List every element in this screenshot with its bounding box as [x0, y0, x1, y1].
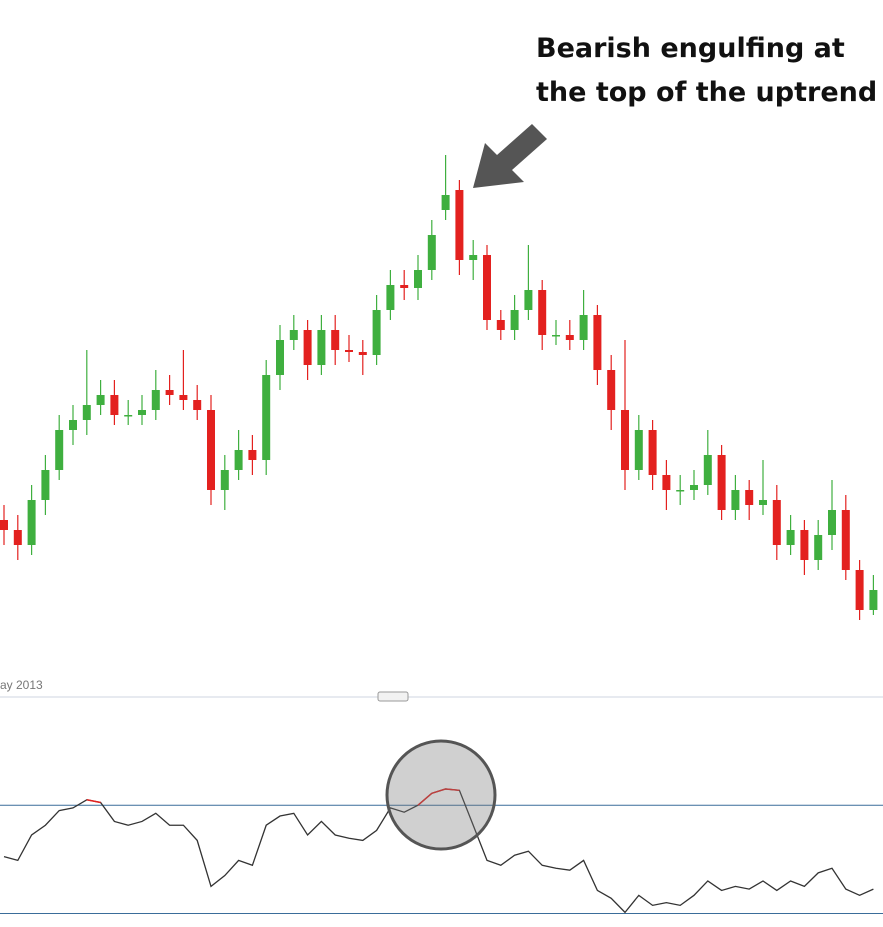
candle-body: [565, 335, 574, 340]
candle-body: [510, 310, 519, 330]
candle-body: [193, 400, 202, 410]
candle-body: [538, 290, 547, 335]
candle-body: [772, 500, 781, 545]
candle-body: [579, 315, 588, 340]
candle-body: [634, 430, 643, 470]
candle-body: [662, 475, 671, 490]
candle-body: [13, 530, 22, 545]
candle-body: [220, 470, 229, 490]
candle-body: [96, 395, 105, 405]
candle-body: [372, 310, 381, 355]
candle-body: [69, 420, 77, 430]
candle-body: [621, 410, 629, 470]
candle-body: [869, 590, 878, 610]
candle-body: [828, 510, 836, 535]
arrow: [473, 124, 547, 188]
candle-body: [717, 455, 726, 510]
date-label: ay 2013: [0, 678, 43, 692]
annotation: Bearish engulfing at: [536, 33, 845, 64]
candle-body: [786, 530, 795, 545]
candle-body: [55, 430, 64, 470]
plot: [0, 155, 883, 914]
candle-body: [524, 290, 533, 310]
candle-body: [138, 410, 146, 415]
candle-body: [289, 330, 298, 340]
candle-body: [207, 410, 215, 490]
overbought-segment: [86, 799, 101, 804]
overbought-segment: [431, 788, 446, 795]
candle-body: [124, 415, 133, 417]
candle-body: [496, 320, 505, 330]
candle-body: [441, 195, 450, 210]
candle-body: [607, 370, 616, 410]
candle-body: [841, 510, 850, 570]
candle-body: [165, 390, 174, 395]
candle-body: [703, 455, 712, 485]
candle-body: [648, 430, 657, 475]
candle-body: [552, 335, 560, 337]
overbought-segment: [417, 792, 433, 806]
candle-body: [745, 490, 754, 505]
candle-body: [345, 350, 353, 352]
candle-body: [455, 190, 464, 260]
candle-body: [262, 375, 271, 460]
candle-body: [27, 500, 36, 545]
candle-body: [731, 490, 740, 510]
candle-body: [82, 405, 91, 420]
candle-body: [331, 330, 340, 350]
candle-body: [151, 390, 160, 410]
candle-body: [469, 255, 478, 260]
candle-body: [676, 490, 685, 492]
highlight-circle: [385, 739, 497, 851]
candle-body: [179, 395, 188, 400]
candle-body: [276, 340, 284, 375]
candle-body: [800, 530, 809, 560]
resize-handle[interactable]: [377, 691, 409, 702]
candle-body: [110, 395, 119, 415]
overbought-segment: [445, 788, 460, 792]
candle-body: [248, 450, 257, 460]
candle-body: [0, 520, 8, 530]
candle-body: [303, 330, 312, 365]
candle-body: [41, 470, 50, 500]
annotation: the top of the uptrend: [536, 77, 877, 108]
candle-body: [358, 352, 367, 355]
candle-body: [814, 535, 823, 560]
candle-body: [414, 270, 422, 288]
candle-body: [427, 235, 436, 270]
candle-body: [759, 500, 767, 505]
candle-body: [386, 285, 395, 310]
candle-body: [234, 450, 243, 470]
candle-body: [855, 570, 864, 610]
candle-body: [483, 255, 491, 320]
candle-body: [690, 485, 698, 490]
candle-body: [317, 330, 326, 365]
candle-body: [400, 285, 409, 288]
candle-body: [593, 315, 602, 370]
